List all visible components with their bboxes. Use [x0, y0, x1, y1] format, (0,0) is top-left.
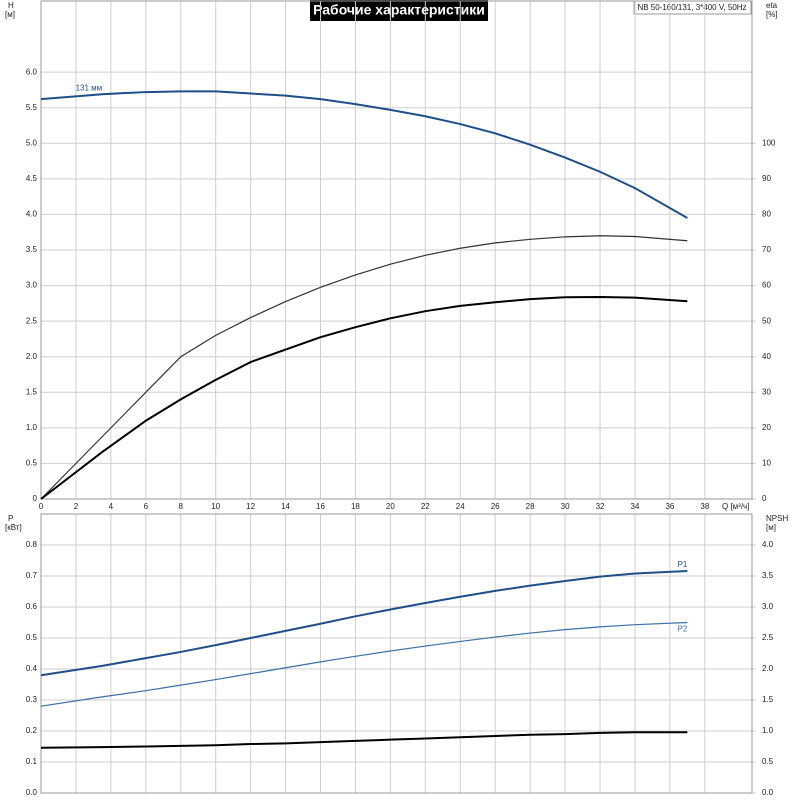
y-tick-label: 0.3: [26, 695, 38, 704]
y-tick-label: 3.0: [26, 281, 38, 290]
y-tick-label: 0.1: [26, 757, 38, 766]
y2-tick-label: 80: [762, 210, 771, 219]
y-tick-label: 0.4: [26, 664, 38, 673]
x-tick-label: 12: [246, 502, 255, 511]
plot-frame: [40, 513, 753, 794]
x-tick-label: 16: [316, 502, 325, 511]
x-tick-label: 10: [211, 502, 220, 511]
chart-title: Рабочие характеристики: [313, 2, 485, 18]
y2-tick-label: 1.0: [762, 726, 774, 735]
y2-tick-label: 100: [762, 138, 776, 147]
x-tick-label: 14: [281, 502, 290, 511]
y2-tick-label: 60: [762, 281, 771, 290]
x-tick-label: 28: [526, 502, 535, 511]
y2-axis-unit: [м]: [766, 523, 776, 532]
model-label: NB 50-160/131, 3*400 V, 50Hz: [637, 3, 746, 12]
x-tick-label: 2: [74, 502, 79, 511]
y2-tick-label: 50: [762, 316, 771, 325]
curve: [40, 295, 688, 500]
x-tick-label: 34: [631, 502, 640, 511]
plot-frame: [40, 0, 753, 500]
x-tick-label: 30: [561, 502, 570, 511]
curve-label: P1: [678, 560, 688, 569]
y2-tick-label: 2.0: [762, 664, 774, 673]
x-tick-label: 0: [39, 502, 44, 511]
y2-tick-label: 2.5: [762, 633, 774, 642]
x-tick-label: 36: [665, 502, 674, 511]
x-tick-label: 18: [351, 502, 360, 511]
y-tick-label: 0: [33, 494, 38, 503]
y2-axis-unit: [%]: [766, 10, 778, 19]
y-tick-label: 4.5: [26, 174, 38, 183]
x-tick-label: 8: [179, 502, 184, 511]
y-tick-label: 1.5: [26, 387, 38, 396]
x-tick-label: 6: [144, 502, 149, 511]
y-tick-label: 0.6: [26, 602, 38, 611]
y2-tick-label: 20: [762, 423, 771, 432]
y-tick-label: 6.0: [26, 67, 38, 76]
x-tick-label: 26: [491, 502, 500, 511]
title-box: [310, 0, 488, 21]
y-axis-unit: [м]: [5, 10, 15, 19]
y-axis-unit: [кВт]: [5, 523, 22, 532]
y2-tick-label: 70: [762, 245, 771, 254]
y-tick-label: 4.0: [26, 210, 38, 219]
y-tick-label: 0.5: [26, 633, 38, 642]
y2-tick-label: 0.0: [762, 788, 774, 797]
y-tick-label: 2.0: [26, 352, 38, 361]
curve-label: 131 мм: [76, 83, 103, 92]
y2-tick-label: 40: [762, 352, 771, 361]
y2-tick-label: 0: [762, 494, 767, 503]
x-axis-label: Q [м³/ч]: [722, 502, 749, 511]
y2-tick-label: 30: [762, 387, 771, 396]
x-tick-label: 22: [421, 502, 430, 511]
y2-tick-label: 1.5: [762, 695, 774, 704]
curve: [40, 570, 688, 677]
y-axis-label: H: [8, 1, 14, 10]
curve-label: P2: [678, 625, 688, 634]
y2-tick-label: 0.5: [762, 757, 774, 766]
x-tick-label: 20: [386, 502, 395, 511]
curve: [40, 235, 688, 500]
x-tick-label: 24: [456, 502, 465, 511]
y-tick-label: 0.2: [26, 726, 38, 735]
x-tick-label: 38: [700, 502, 709, 511]
y2-tick-label: 10: [762, 459, 771, 468]
y-tick-label: 1.0: [26, 423, 38, 432]
curve: [40, 621, 688, 707]
y2-tick-label: 4.0: [762, 540, 774, 549]
y2-tick-label: 90: [762, 174, 771, 183]
x-tick-label: 4: [109, 502, 114, 511]
y-tick-label: 2.5: [26, 316, 38, 325]
y2-axis-label: eta: [766, 1, 778, 10]
y2-tick-label: 3.0: [762, 602, 774, 611]
y-tick-label: 0.0: [26, 788, 38, 797]
y-tick-label: 5.0: [26, 138, 38, 147]
x-tick-label: 32: [596, 502, 605, 511]
curve: [40, 731, 688, 749]
y-tick-label: 0.7: [26, 571, 38, 580]
y2-tick-label: 3.5: [762, 571, 774, 580]
y-tick-label: 5.5: [26, 103, 38, 112]
y-axis-label: P: [8, 514, 13, 523]
y-tick-label: 0.8: [26, 540, 38, 549]
curve: [40, 90, 688, 219]
y2-axis-label: NPSH: [766, 514, 788, 523]
y-tick-label: 3.5: [26, 245, 38, 254]
y-tick-label: 0.5: [26, 459, 38, 468]
